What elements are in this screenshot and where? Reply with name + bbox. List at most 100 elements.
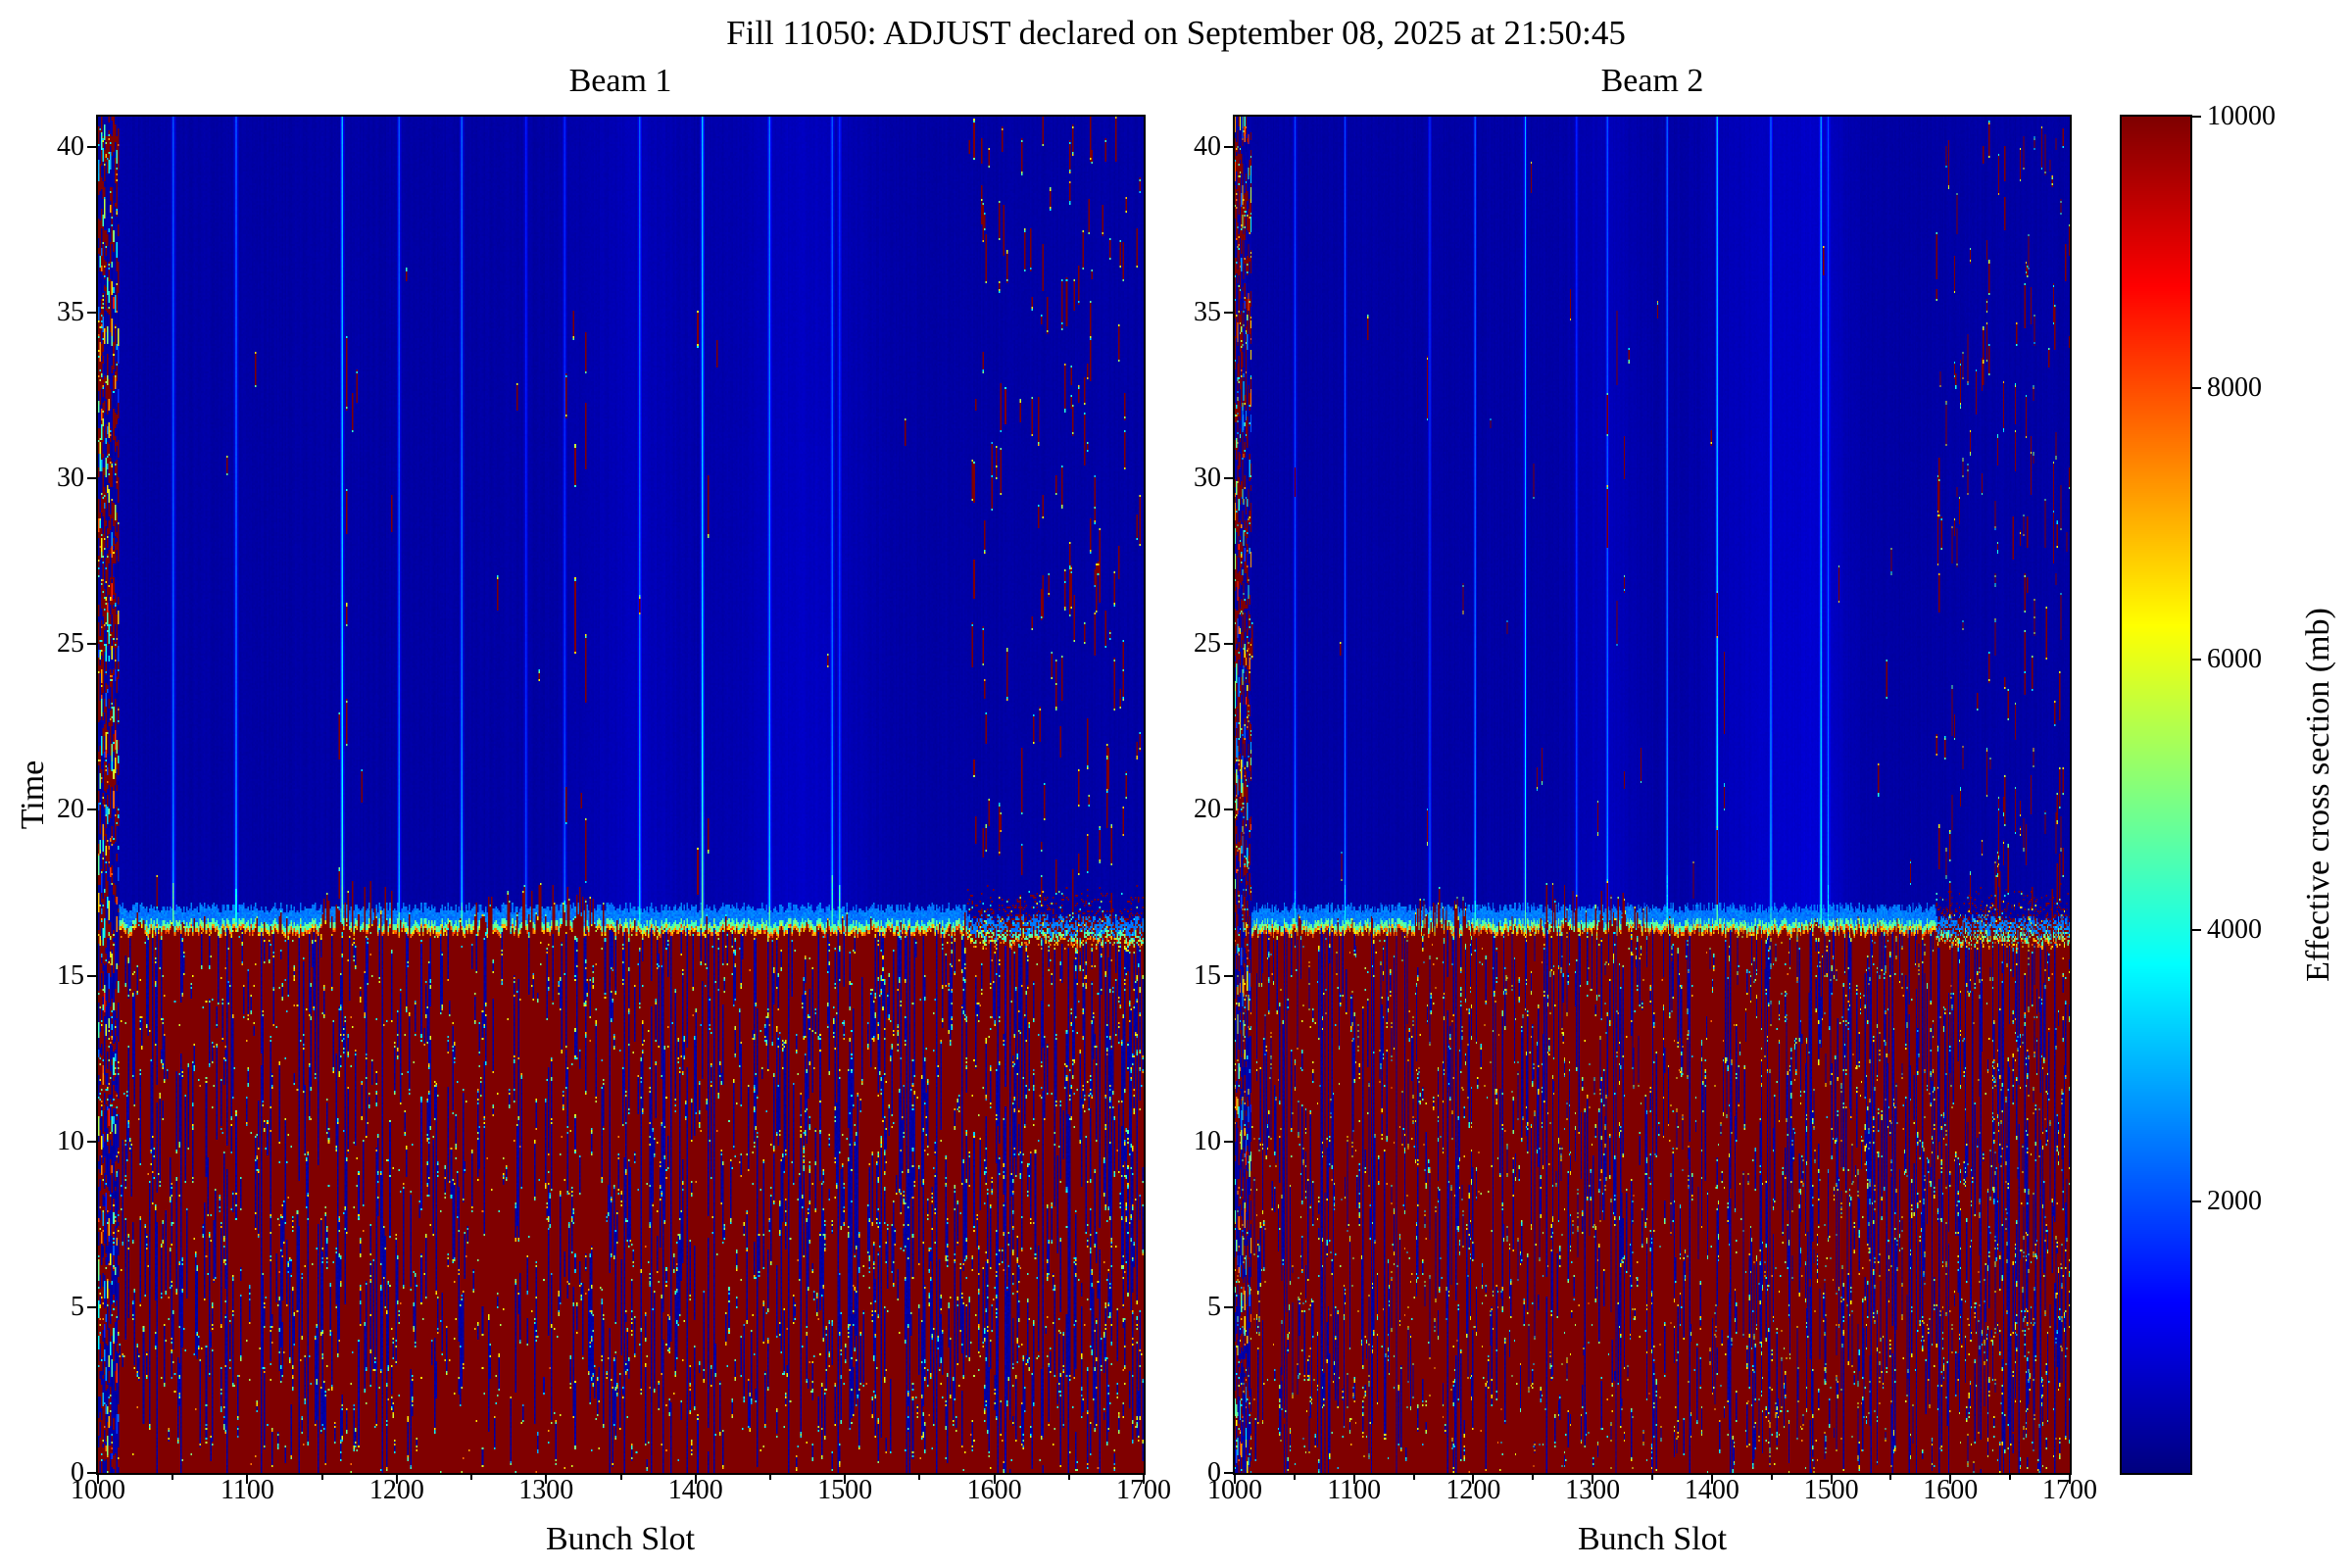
y-tick-label: 30 — [1194, 463, 1221, 494]
y-tick-label: 10 — [57, 1125, 84, 1156]
colorbar-tick — [2192, 386, 2201, 389]
y-tick — [87, 145, 96, 148]
colorbar-tick — [2192, 929, 2201, 932]
y-tick — [87, 1472, 96, 1474]
y-tick-label: 5 — [71, 1291, 84, 1322]
y-tick-label: 35 — [57, 296, 84, 327]
colorbar-tick — [2192, 116, 2201, 118]
y-tick-label: 15 — [57, 959, 84, 991]
colorbar-tick-label: 4000 — [2207, 914, 2262, 946]
colorbar-tick-label: 10000 — [2207, 101, 2276, 131]
figure-title: Fill 11050: ADJUST declared on September… — [726, 14, 1626, 52]
y-tick-label: 15 — [1194, 959, 1221, 991]
beam1-xlabel: Bunch Slot — [545, 1521, 696, 1557]
x-tick-label: 1300 — [518, 1475, 574, 1505]
beam2-heatmap — [1235, 117, 2070, 1473]
y-tick-label: 30 — [57, 463, 84, 494]
y-tick-label: 20 — [1194, 794, 1221, 825]
x-minor-tick — [1293, 1475, 1296, 1480]
y-tick-label: 40 — [57, 130, 84, 162]
x-tick — [246, 1475, 249, 1484]
x-tick — [1352, 1475, 1355, 1484]
colorbar-tick-label: 6000 — [2207, 643, 2262, 674]
x-minor-tick — [1770, 1475, 1773, 1480]
x-minor-tick — [768, 1475, 771, 1480]
beam2-xlabel: Bunch Slot — [1577, 1521, 1728, 1557]
x-tick-label: 1500 — [1803, 1475, 1859, 1505]
y-tick — [87, 1305, 96, 1308]
x-minor-tick — [1067, 1475, 1070, 1480]
x-tick-label: 1100 — [1327, 1475, 1382, 1505]
x-tick — [1830, 1475, 1833, 1484]
beam2-title: Beam 2 — [1600, 63, 1704, 99]
y-tick-label: 0 — [1207, 1457, 1221, 1488]
x-minor-tick — [1412, 1475, 1415, 1480]
x-minor-tick — [2009, 1475, 2012, 1480]
y-tick — [87, 311, 96, 314]
colorbar-tick — [2192, 658, 2201, 661]
x-tick-label: 1200 — [368, 1475, 424, 1505]
y-tick-label: 20 — [57, 794, 84, 825]
x-minor-tick — [1651, 1475, 1653, 1480]
x-tick-label: 1000 — [1207, 1475, 1262, 1505]
y-tick — [87, 1140, 96, 1143]
y-tick-label: 10 — [1194, 1125, 1221, 1156]
x-tick-label: 1100 — [220, 1475, 274, 1505]
x-tick — [1472, 1475, 1475, 1484]
y-tick — [1224, 311, 1233, 314]
y-tick — [87, 643, 96, 646]
x-tick — [1234, 1475, 1236, 1484]
y-tick-label: 0 — [71, 1457, 84, 1488]
y-tick — [87, 808, 96, 811]
x-minor-tick — [320, 1475, 323, 1480]
y-tick-label: 35 — [1194, 296, 1221, 327]
y-tick — [1224, 1472, 1233, 1474]
x-tick-label: 1000 — [71, 1475, 125, 1505]
x-tick-label: 1700 — [1116, 1475, 1171, 1505]
y-tick-label: 5 — [1207, 1291, 1221, 1322]
x-tick-label: 1500 — [817, 1475, 873, 1505]
x-tick — [993, 1475, 996, 1484]
x-tick — [2069, 1475, 2071, 1484]
y-tick — [87, 974, 96, 977]
y-tick-label: 25 — [1194, 628, 1221, 660]
x-minor-tick — [172, 1475, 174, 1480]
x-tick — [395, 1475, 398, 1484]
y-tick — [1224, 808, 1233, 811]
x-minor-tick — [619, 1475, 622, 1480]
x-tick — [1143, 1475, 1145, 1484]
x-tick-label: 1600 — [1923, 1475, 1979, 1505]
colorbar-tick — [2192, 1200, 2201, 1203]
x-minor-tick — [1532, 1475, 1535, 1480]
x-minor-tick — [918, 1475, 921, 1480]
colorbar-tick-label: 2000 — [2207, 1186, 2262, 1217]
x-tick-label: 1300 — [1565, 1475, 1621, 1505]
y-tick — [1224, 1305, 1233, 1308]
x-tick — [1592, 1475, 1594, 1484]
x-tick-label: 1600 — [966, 1475, 1022, 1505]
colorbar-gradient — [2122, 117, 2190, 1473]
x-minor-tick — [470, 1475, 473, 1480]
beam1-heatmap — [98, 117, 1144, 1473]
x-tick — [1710, 1475, 1713, 1484]
y-tick — [1224, 145, 1233, 148]
x-tick-label: 1700 — [2042, 1475, 2097, 1505]
y-tick-label: 25 — [57, 628, 84, 660]
y-tick — [1224, 477, 1233, 480]
y-tick — [1224, 974, 1233, 977]
x-tick-label: 1400 — [667, 1475, 723, 1505]
x-tick — [844, 1475, 847, 1484]
y-tick — [87, 477, 96, 480]
y-tick — [1224, 1140, 1233, 1143]
x-tick — [545, 1475, 548, 1484]
y-tick — [1224, 643, 1233, 646]
x-tick — [97, 1475, 99, 1484]
beam1-title: Beam 1 — [568, 63, 672, 99]
x-tick-label: 1200 — [1446, 1475, 1501, 1505]
x-tick-label: 1400 — [1684, 1475, 1740, 1505]
colorbar-tick-label: 8000 — [2207, 371, 2262, 403]
x-tick — [694, 1475, 697, 1484]
x-tick — [1949, 1475, 1952, 1484]
y-tick-label: 40 — [1194, 130, 1221, 162]
